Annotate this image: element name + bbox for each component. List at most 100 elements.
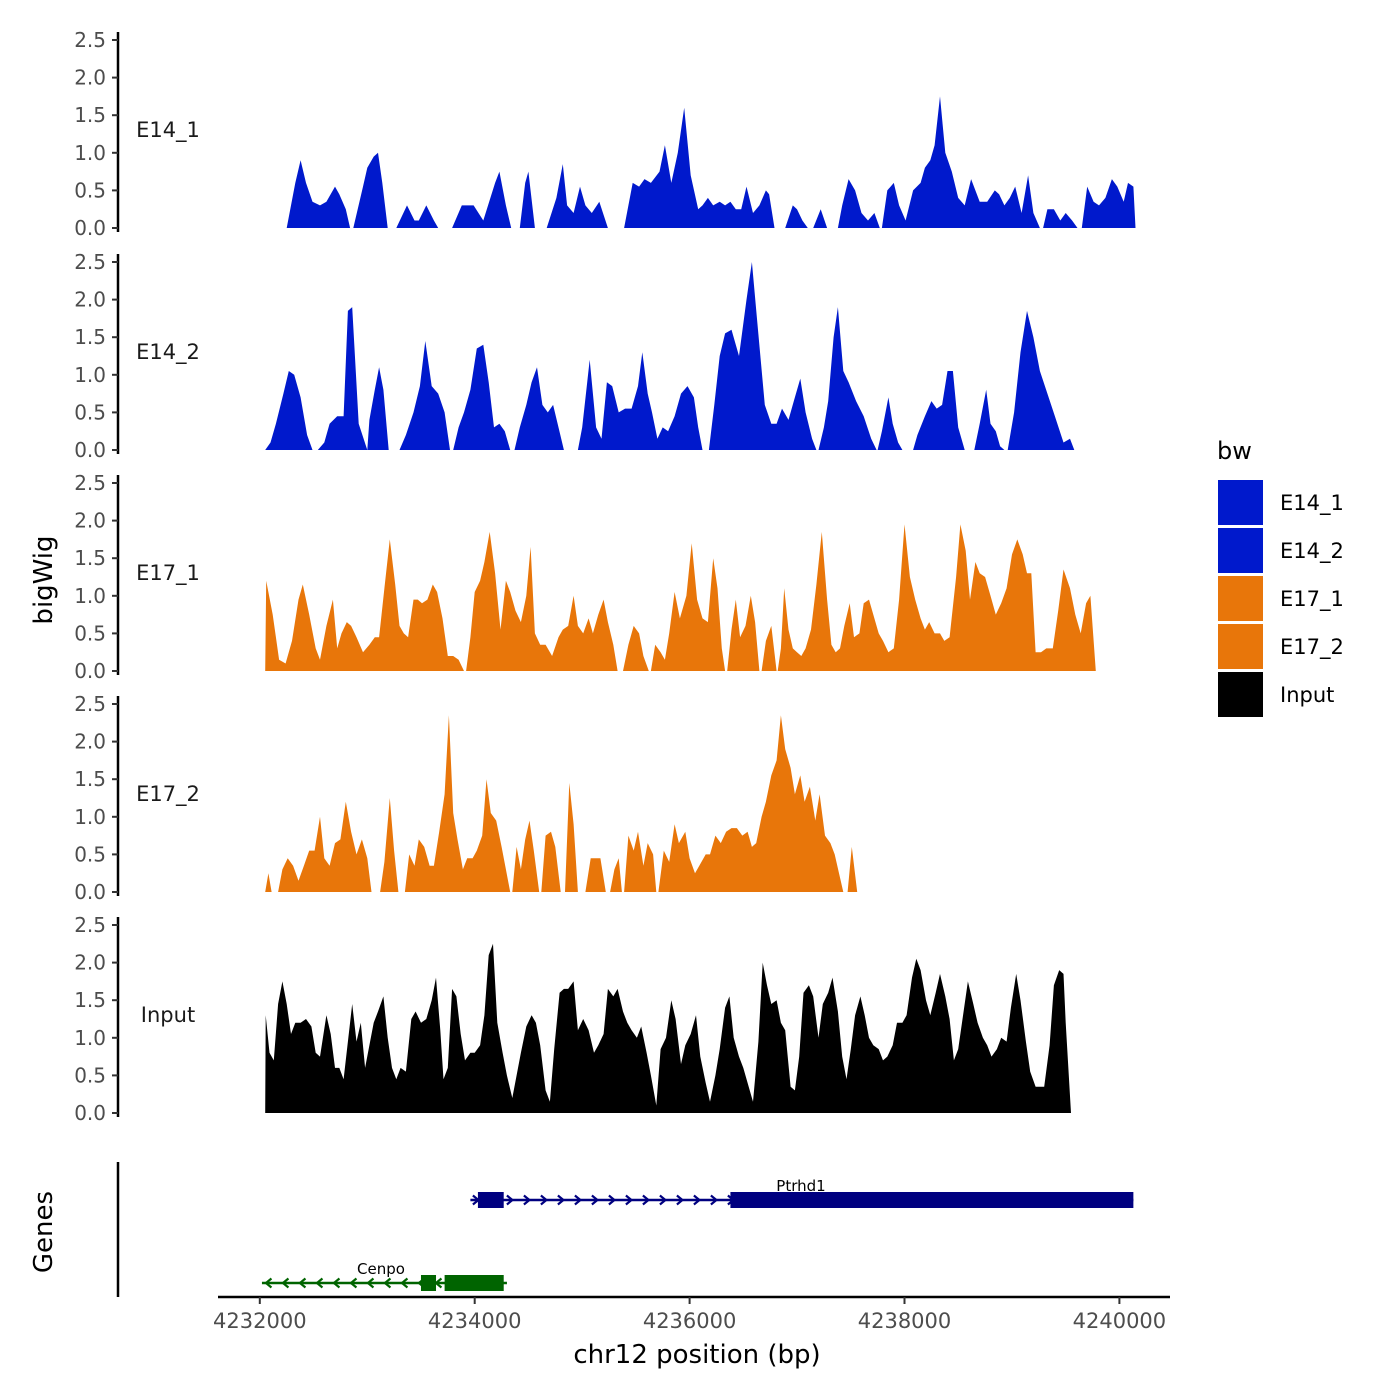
strand-arrow: [608, 1194, 617, 1206]
y-tick-label: 1.5: [74, 103, 106, 127]
legend-entry-label: E14_1: [1280, 491, 1344, 516]
x-tick-label: 4232000: [213, 1309, 307, 1333]
strand-arrow: [625, 1194, 634, 1206]
x-tick-label: 4238000: [858, 1309, 952, 1333]
gene-cenpo: Cenpo: [261, 1260, 507, 1291]
y-tick-label: 0.5: [74, 842, 106, 866]
tracks-layer: 0.0 0.5 1.0 1.5 2.0 2.5 E14_1 0.0 0.5 1.0 1.5 2.0 2.…: [74, 28, 1136, 1125]
strand-arrow: [264, 1277, 273, 1289]
y-tick-label: 0.5: [74, 400, 106, 424]
legend-swatch: [1218, 480, 1263, 525]
x-axis-title: chr12 position (bp): [573, 1340, 820, 1370]
track-label: E17_1: [136, 561, 200, 586]
strand-arrow: [659, 1194, 668, 1206]
y-tick-label: 1.0: [74, 363, 106, 387]
x-axis: 4232000 4234000 4236000 4238000 4240000: [213, 1295, 1170, 1333]
y-tick-label: 1.0: [74, 584, 106, 608]
strand-arrow: [349, 1277, 358, 1289]
y-tick-label: 2.0: [74, 509, 106, 533]
strand-arrow: [298, 1277, 307, 1289]
strand-arrow: [591, 1194, 600, 1206]
strand-arrow: [506, 1194, 515, 1206]
strand-arrow: [710, 1194, 719, 1206]
gene-exon: [477, 1192, 504, 1208]
y-tick-label: 2.5: [74, 692, 106, 716]
coverage-area: [265, 262, 1075, 450]
y-tick-label: 2.5: [74, 471, 106, 495]
coverage-area: [265, 715, 858, 892]
strand-arrow: [332, 1277, 341, 1289]
strand-arrow: [540, 1194, 549, 1206]
y-tick-label: 1.0: [74, 141, 106, 165]
legend: bw E14_1 E14_2 E17_1 E17_2 Input: [1217, 437, 1344, 717]
strand-arrow: [642, 1194, 651, 1206]
track-label: E14_2: [136, 340, 200, 365]
gene-label: Cenpo: [357, 1260, 405, 1278]
y-tick-label: 2.5: [74, 913, 106, 937]
y-tick-label: 2.5: [74, 250, 106, 274]
y-tick-label: 2.5: [74, 28, 106, 52]
y-tick-label: 1.5: [74, 325, 106, 349]
y-tick-label: 1.0: [74, 805, 106, 829]
track-label: E14_1: [136, 118, 200, 143]
y-tick-label: 0.0: [74, 438, 106, 462]
x-tick-label: 4234000: [428, 1309, 522, 1333]
strand-arrow: [676, 1194, 685, 1206]
y-tick-label: 0.5: [74, 178, 106, 202]
legend-entry-label: Input: [1280, 683, 1334, 707]
y-tick-label: 0.0: [74, 216, 106, 240]
coverage-area: [265, 943, 1071, 1113]
coverage-area: [265, 524, 1096, 671]
y-tick-label: 2.0: [74, 951, 106, 975]
track-panel-e14-1: 0.0 0.5 1.0 1.5 2.0 2.5 E14_1: [74, 28, 1136, 240]
y-tick-label: 2.0: [74, 288, 106, 312]
track-panel-e14-2: 0.0 0.5 1.0 1.5 2.0 2.5 E14_2: [74, 250, 1075, 462]
legend-entry-label: E17_1: [1280, 587, 1344, 612]
y-tick-label: 1.5: [74, 546, 106, 570]
x-tick-label: 4236000: [643, 1309, 737, 1333]
y-tick-label: 0.0: [74, 659, 106, 683]
track-panel-input: 0.0 0.5 1.0 1.5 2.0 2.5 Input: [74, 913, 1071, 1125]
x-tick-label: 4240000: [1073, 1309, 1167, 1333]
y-tick-label: 0.5: [74, 1063, 106, 1087]
y-tick-label: 0.5: [74, 621, 106, 645]
legend-swatch: [1218, 624, 1263, 669]
legend-swatch: [1218, 672, 1263, 717]
y-tick-label: 0.0: [74, 1101, 106, 1125]
legend-entry-label: E14_2: [1280, 539, 1344, 564]
track-label: Input: [141, 1003, 195, 1027]
legend-entry-label: E17_2: [1280, 635, 1344, 660]
strand-arrow: [366, 1277, 375, 1289]
track-panel-e17-2: 0.0 0.5 1.0 1.5 2.0 2.5 E17_2: [74, 692, 858, 904]
gene-ptrhd1: Ptrhd1: [470, 1177, 1134, 1208]
strand-arrow: [557, 1194, 566, 1206]
strand-arrow: [574, 1194, 583, 1206]
legend-title: bw: [1217, 437, 1252, 465]
strand-arrow: [281, 1277, 290, 1289]
y-tick-label: 0.0: [74, 880, 106, 904]
legend-swatch: [1218, 576, 1263, 621]
track-panel-e17-1: 0.0 0.5 1.0 1.5 2.0 2.5 E17_1: [74, 471, 1096, 683]
strand-arrow: [400, 1277, 409, 1289]
strand-arrow: [383, 1277, 392, 1289]
coverage-area: [286, 96, 1136, 229]
strand-arrow: [523, 1194, 532, 1206]
genes-axis-title: Genes: [29, 1191, 59, 1273]
y-tick-label: 1.0: [74, 1026, 106, 1050]
gene-exon: [420, 1275, 437, 1291]
gene-label: Ptrhd1: [776, 1177, 825, 1195]
gene-exon: [444, 1275, 504, 1291]
legend-swatch: [1218, 528, 1263, 573]
y-tick-label: 2.0: [74, 730, 106, 754]
y-axis-title: bigWig: [29, 535, 59, 624]
y-tick-label: 1.5: [74, 988, 106, 1012]
gene-exon: [730, 1192, 1134, 1208]
track-label: E17_2: [136, 782, 200, 807]
y-tick-label: 2.0: [74, 66, 106, 90]
strand-arrow: [315, 1277, 324, 1289]
y-tick-label: 1.5: [74, 767, 106, 791]
strand-arrow: [693, 1194, 702, 1206]
genes-track: Ptrhd1 Cenpo: [116, 1162, 1134, 1297]
